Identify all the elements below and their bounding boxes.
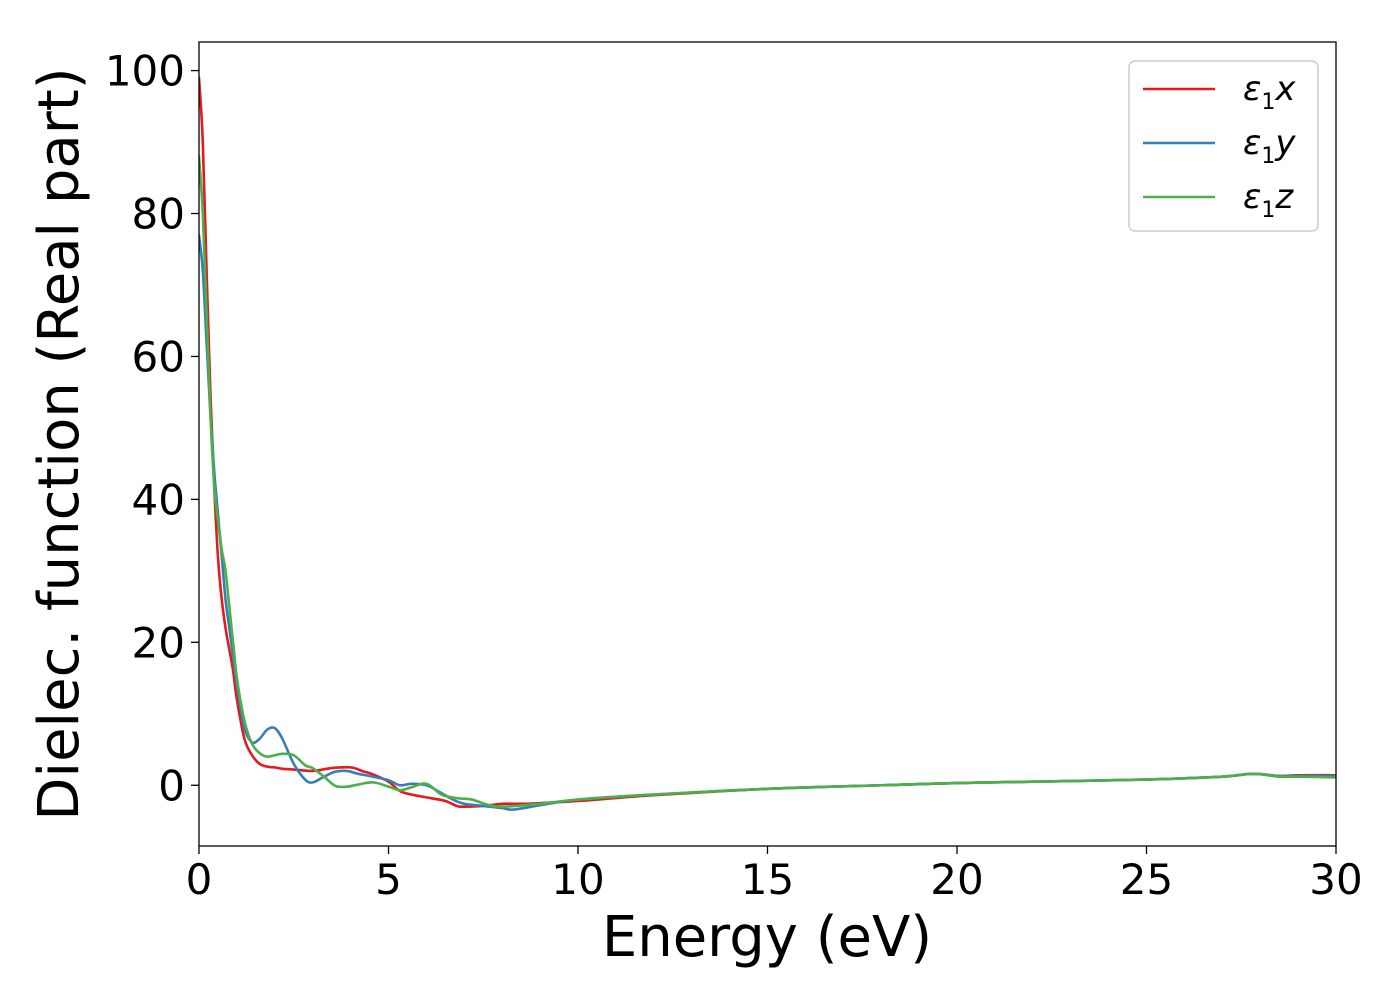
x-tick-label: 10 [551, 855, 604, 904]
series-layer [199, 76, 1336, 811]
legend-label-x: ε1x [1243, 69, 1296, 115]
x-axis: 0 5 10 15 20 25 30 [186, 846, 1363, 904]
x-tick-label: 30 [1309, 855, 1362, 904]
x-tick-label: 15 [741, 855, 794, 904]
y-tick-label: 80 [132, 190, 185, 239]
legend-subscript: 1 [1261, 198, 1275, 223]
y-tick-label: 40 [132, 475, 185, 524]
legend-subscript: 1 [1261, 144, 1275, 169]
legend-subscript: 1 [1261, 90, 1275, 115]
legend-label-z: ε1z [1243, 177, 1294, 223]
x-tick-label: 20 [930, 855, 983, 904]
y-tick-label: 20 [132, 618, 185, 667]
x-axis-label: Energy (eV) [602, 905, 932, 970]
y-axis: 0 20 40 60 80 100 [105, 47, 199, 810]
y-tick-label: 100 [105, 47, 185, 96]
legend-symbol: ε [1243, 123, 1261, 163]
legend-symbol: ε [1243, 177, 1261, 217]
legend-box [1128, 60, 1319, 232]
x-tick-label: 5 [375, 855, 402, 904]
y-tick-label: 60 [132, 332, 185, 381]
series-line-z [199, 155, 1336, 808]
legend-suffix: y [1274, 123, 1296, 163]
legend-suffix: z [1274, 177, 1294, 217]
x-tick-label: 25 [1120, 855, 1173, 904]
legend-symbol: ε [1243, 69, 1261, 109]
legend-label-y: ε1y [1243, 123, 1296, 169]
legend-suffix: x [1274, 69, 1296, 109]
x-tick-label: 0 [186, 855, 213, 904]
y-axis-label: Dielec. function (Real part) [27, 67, 92, 820]
y-tick-label: 0 [158, 761, 185, 810]
